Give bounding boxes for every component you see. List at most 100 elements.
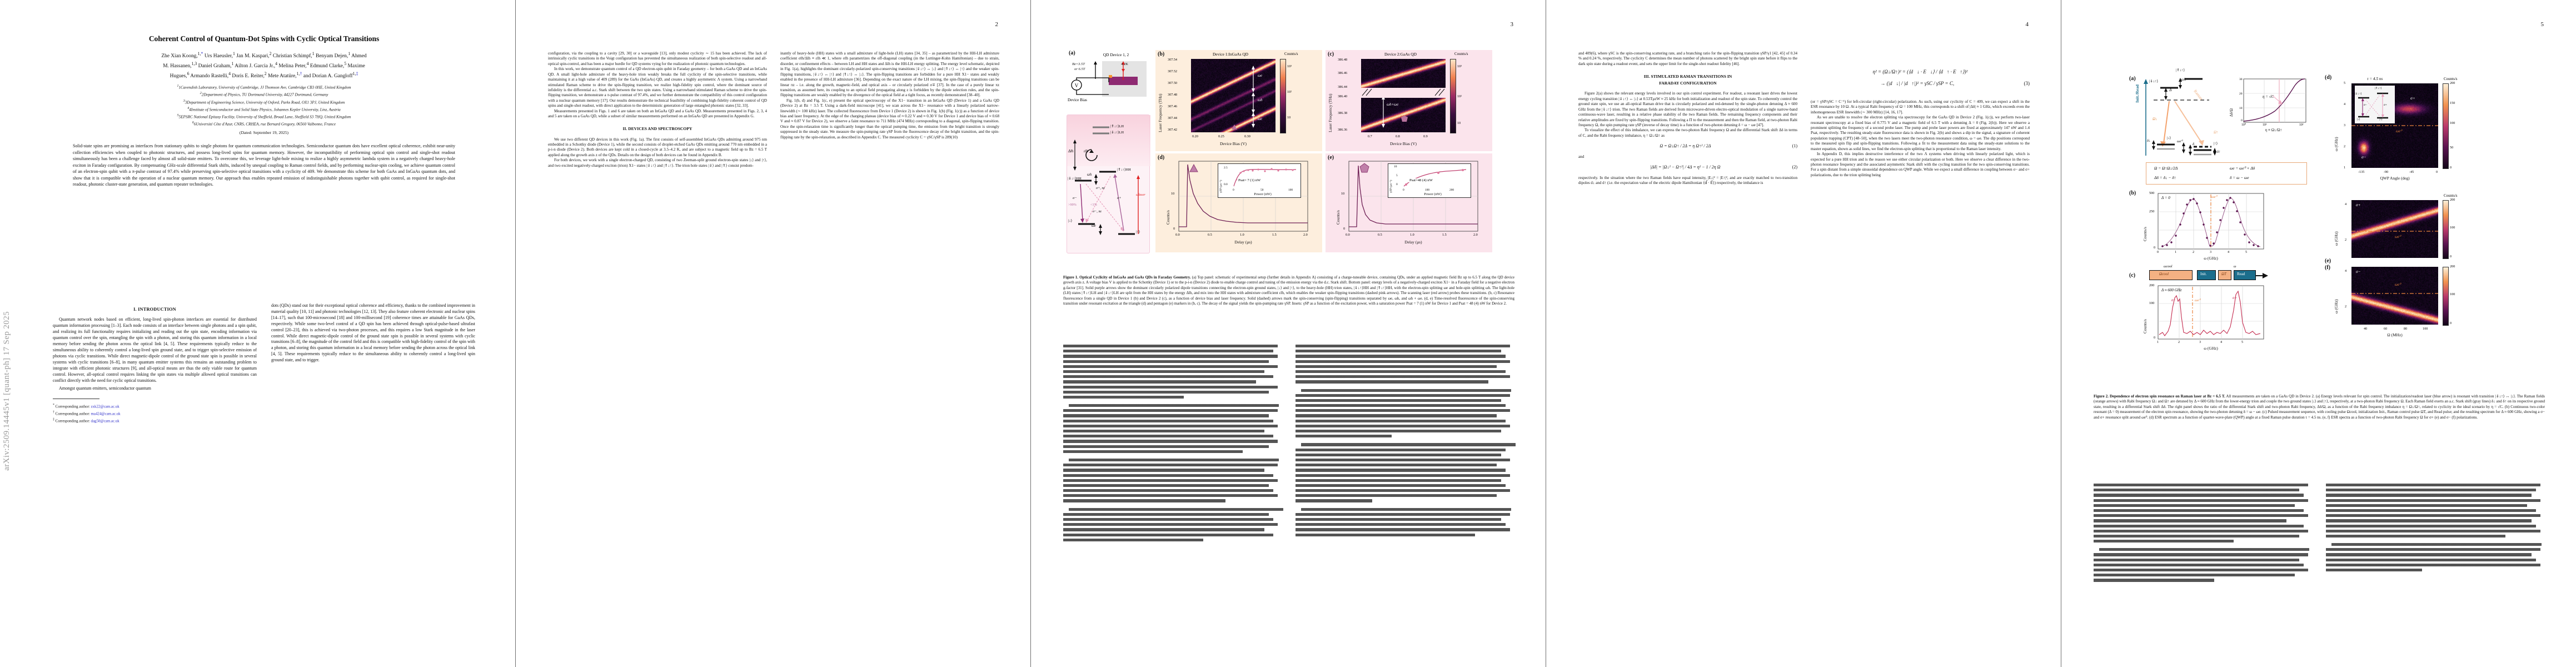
figure1-a-hh-level-1: |⇑↓↑⟩HH	[1117, 167, 1131, 172]
figure1-d-inset-ytick-1: 2.5	[1224, 166, 1228, 170]
arxiv-stamp: arXiv:2509.14445v1 [quant-ph] 17 Sep 202…	[2, 311, 12, 471]
figure1-c-heatmap-bottom: ωh+ωe	[1361, 96, 1446, 132]
figure-1-panels: (a) QD Device 1, 2 4.2K Bz=3.5T or 6.5T …	[1063, 49, 1514, 260]
email-link-2[interactable]: ma424@cam.ac.uk	[91, 412, 121, 416]
page-number-4: 4	[2026, 21, 2029, 28]
figure2-d-ytick-1: 2	[2344, 145, 2345, 148]
figure2-c-xtick-4: 5	[2241, 340, 2243, 344]
page2-left-column: configuration, via the coupling to a cav…	[548, 51, 767, 168]
figure2-b-ylabel: Counts/s	[2142, 202, 2148, 241]
page3-left-column	[1063, 345, 1282, 544]
figure2-a-inset-xlabel: η ≡ Ω↓/Ω↑	[2240, 128, 2307, 132]
figure1-d-xtick-0: 0.0	[1175, 233, 1180, 237]
figure1-c-ylabel: Laser Frequency (THz)	[1328, 71, 1333, 132]
figure2-d-colorbar	[2443, 83, 2449, 169]
figure2-label: Figure 2.	[2094, 394, 2109, 399]
figure2-c-pulse-raman-label: ΩT	[2221, 272, 2226, 276]
figure2-e-colorbar-title: Counts/s	[2444, 193, 2458, 198]
figure2-d-label-sigma-minus: σ−	[2361, 155, 2366, 160]
figure1-b-ytick-2: 307.50	[1168, 81, 1177, 85]
figure2-c-pulse-init-label: Init.	[2200, 272, 2206, 276]
figure2-c-ytick-2: 200	[2149, 283, 2154, 287]
figure2-e-colorbar	[2443, 200, 2449, 259]
figure2-d-ctick-1: 50	[2450, 146, 2453, 150]
figure2-a-inset: Δδ/Ω 30 20 10 0 η = √C 10⁰ 10¹	[2229, 76, 2314, 137]
figure2-b-spectrum	[2158, 193, 2264, 249]
page4-right-column: η² = (Ω↓/Ω↑)² = (⟨d⃗↓ · E⃗↓⟩ / ⟨d⃗↑ · E⃗…	[1811, 51, 2030, 186]
figure1-a-circuit: V	[1068, 78, 1112, 97]
figure1-a-field-arrow	[1092, 61, 1099, 80]
p2-left-para-2: In this work, we demonstrate quantum con…	[548, 67, 767, 108]
figure2-e-heatmap: σ+ ωe⁰	[2351, 200, 2438, 258]
figure2-a-delta-up: δ↑	[2217, 150, 2220, 154]
figure2-c-peak-sigma-plus: σ+	[2233, 296, 2237, 300]
figure1-b-ctick-2: 10	[1287, 116, 1291, 120]
figure1-c-xlabel: Device Bias (V)	[1361, 141, 1446, 146]
figure1-b-ytick-6: 307.42	[1168, 128, 1177, 132]
figure2-a-inset-annotation: η = √C	[2263, 94, 2274, 99]
figure1-e-inset-xtick-0: 0	[1403, 188, 1404, 192]
figure1-panel-a-label: (a)	[1069, 50, 1075, 56]
figure2-c-xtick-2: 3	[2199, 340, 2201, 344]
figure1-e-inset-ytick-0: 0	[1396, 183, 1398, 186]
figure1-d-ytick-1: 10	[1171, 192, 1174, 196]
figure2-c-xtick-0: 1	[2157, 340, 2159, 344]
figure1-e-inset-ylabel: γSP (μs⁻¹)	[1389, 167, 1393, 193]
figure1-b-ytick-3: 307.48	[1168, 93, 1177, 97]
figure2-panel-b-label: (b)	[2129, 190, 2136, 196]
figure1-panel-d: (d) Counts/s 0 10 0.0 0.5 1.0 1.5 2.0 De…	[1155, 153, 1322, 252]
figure2-c-pulse-cool	[2149, 270, 2193, 280]
figure2-a-delta-sym: δ	[2193, 142, 2194, 146]
figure2-b-marker-label: ωe⁰	[2211, 195, 2217, 199]
figure2-d-xlabel: QWP Angle (deg)	[2351, 176, 2438, 181]
figure2-a-formula-1: Ω = Ω↑Ω↓/2Δ	[2154, 166, 2178, 171]
figure2-f-xtick-3: 100	[2423, 327, 2428, 331]
figure1-a-temperature: 4.2K	[1121, 62, 1128, 66]
figure1-e-inset-ytick-1: 5	[1396, 174, 1398, 177]
figure2-e-ylabel: ω (GHz)	[2334, 212, 2339, 246]
page5-right-column	[2326, 484, 2545, 584]
figure2-d-heatmap: σ+ σ− ωe⁰ |⇓↓↑⟩ |⇑↓↑	[2351, 83, 2438, 168]
figure1-b-mark-wh: ωh	[1258, 98, 1262, 102]
figure1-c-ctick-0: 10³	[1457, 64, 1462, 68]
figure2-f-ctick-2: 200	[2450, 265, 2455, 268]
figure2-b-xtick-3: 3	[2210, 250, 2211, 254]
figure1-c-mark-whwe: ωh+ωe	[1387, 102, 1398, 107]
figure1-c-ytick-3: 386.40	[1338, 94, 1347, 98]
figure2-a-formula-3: Δδ = δ↓ − δ↑	[2154, 175, 2176, 180]
figure1-a-lh-level-2: |⇓↓↑⟩LH	[1110, 130, 1124, 135]
figure2-d-xtick-2: -45	[2409, 170, 2414, 174]
p4-right-para-2: As we are unable to resolve the electron…	[1811, 115, 2030, 152]
figure1-c-ytick-2: 386.44	[1338, 85, 1347, 89]
intro-right-paragraph: dots (QDs) stand out for their exception…	[271, 303, 475, 364]
email-link-3[interactable]: dag50@cam.ac.uk	[91, 420, 119, 424]
figure1-a-pct-high: >99%	[1068, 203, 1077, 207]
page5-left-column	[2094, 484, 2313, 584]
figure1-c-colorbar-title: Counts/s	[1454, 52, 1468, 56]
equation-3-number: (3)	[2024, 81, 2030, 87]
p2-left-para-3: Measurements presented in Figs. 1 and 6 …	[548, 109, 767, 120]
figure1-d-xtick-4: 2.0	[1303, 233, 1308, 237]
figure2-c-spectrum	[2158, 286, 2264, 339]
page-4: 4 and 409(6), where γSC is the spin-cons…	[1546, 0, 2061, 667]
figure2-a-level-up: |⇑↓↑⟩	[2176, 68, 2185, 72]
figure2-a-inset-ytick-2: 20	[2239, 92, 2243, 96]
figure1-e-inset-xtick-1: 100	[1425, 188, 1429, 192]
email-link-1[interactable]: zxk22@cam.ac.uk	[91, 405, 119, 409]
figure1-c-heatmap-top	[1361, 59, 1446, 92]
p4-right-para-3: In Appendix D, this implies destructive …	[1811, 152, 2030, 178]
figure2-d-inset-level-4: |↑⟩	[2379, 118, 2383, 121]
figure2-c-marker-label: ωe⁰	[2195, 298, 2200, 302]
figure2-e-label-sigma-plus: σ+	[2356, 202, 2361, 207]
figure2-f-xtick-2: 80	[2404, 327, 2407, 331]
figure1-c-ytick-0: 386.48	[1338, 58, 1347, 62]
figure1-c-ctick-1: 10²	[1457, 94, 1462, 98]
figure1-b-title: Device 1:InGaAs QD	[1183, 52, 1278, 57]
page-5: 5 (a) Init./Read	[2061, 0, 2576, 667]
figure1-b-ylabel: Laser Frequency (THz)	[1158, 71, 1163, 132]
figure1-e-inset-xlabel: Power (nW)	[1399, 192, 1466, 196]
page-number-3: 3	[1511, 21, 1514, 28]
page3-body	[1063, 345, 1514, 544]
figure2-a-delta: Δ	[2169, 88, 2171, 92]
figure1-a-field-value2: or 6.5T	[1074, 67, 1085, 71]
